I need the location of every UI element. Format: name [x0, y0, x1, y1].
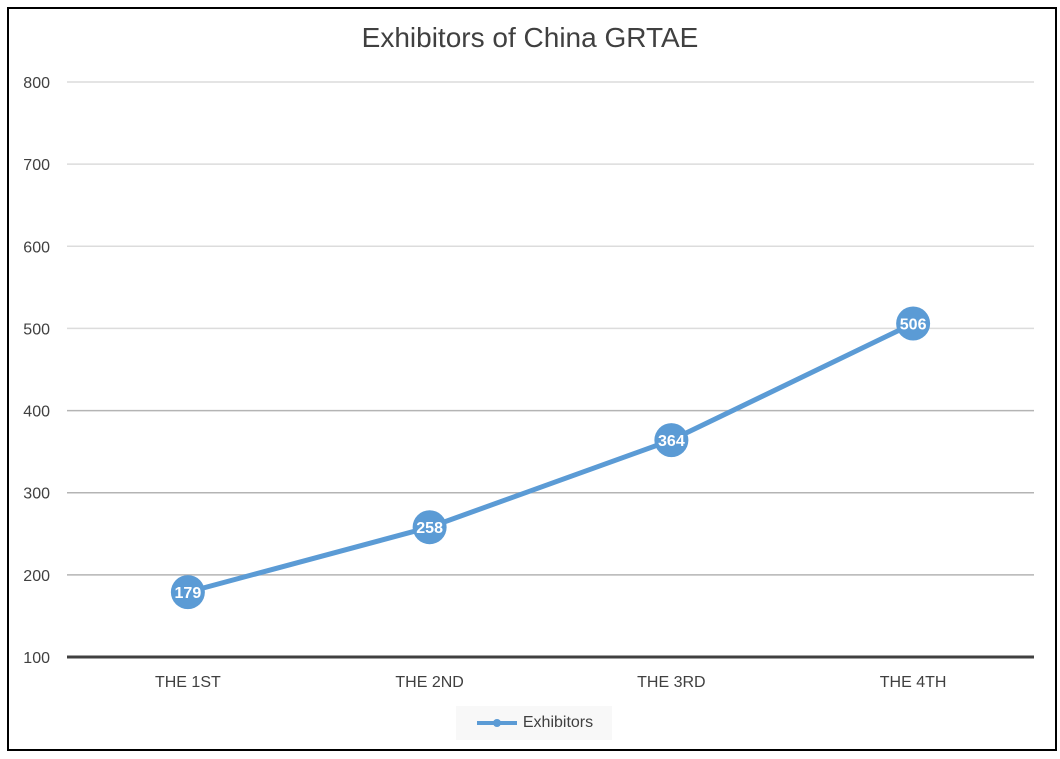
y-axis-ticks: 100 200 300 400 500 600 700 800 — [23, 75, 50, 667]
data-label: 179 — [175, 585, 202, 602]
x-tick-label: THE 2ND — [395, 674, 463, 691]
data-label: 506 — [900, 317, 927, 334]
data-point — [654, 423, 689, 458]
y-tick-label: 300 — [23, 486, 50, 503]
chart-frame — [7, 7, 1057, 751]
y-tick-label: 100 — [23, 650, 50, 667]
y-tick-label: 800 — [23, 75, 50, 92]
data-point — [896, 306, 931, 341]
series-exhibitors: 179 258 364 506 — [170, 306, 931, 610]
y-tick-label: 500 — [23, 321, 50, 338]
y-tick-label: 400 — [23, 404, 50, 421]
series-line — [185, 321, 916, 595]
data-label: 364 — [658, 433, 685, 450]
legend-marker-icon — [476, 719, 517, 727]
x-tick-label: THE 3RD — [637, 674, 705, 691]
y-tick-label: 600 — [23, 239, 50, 256]
y-tick-label: 700 — [23, 157, 50, 174]
x-tick-label: THE 1ST — [155, 674, 221, 691]
x-axis-ticks: THE 1ST THE 2ND THE 3RD THE 4TH — [155, 674, 946, 691]
x-tick-label: THE 4TH — [880, 674, 947, 691]
y-tick-label: 200 — [23, 568, 50, 585]
grid-lines — [67, 81, 1034, 659]
legend-label: Exhibitors — [522, 714, 594, 731]
data-point — [412, 510, 447, 545]
chart-legend: Exhibitors — [456, 706, 612, 740]
chart-title: Exhibitors of China GRTAE — [361, 22, 699, 53]
data-point — [170, 575, 205, 610]
data-label: 258 — [416, 520, 443, 537]
